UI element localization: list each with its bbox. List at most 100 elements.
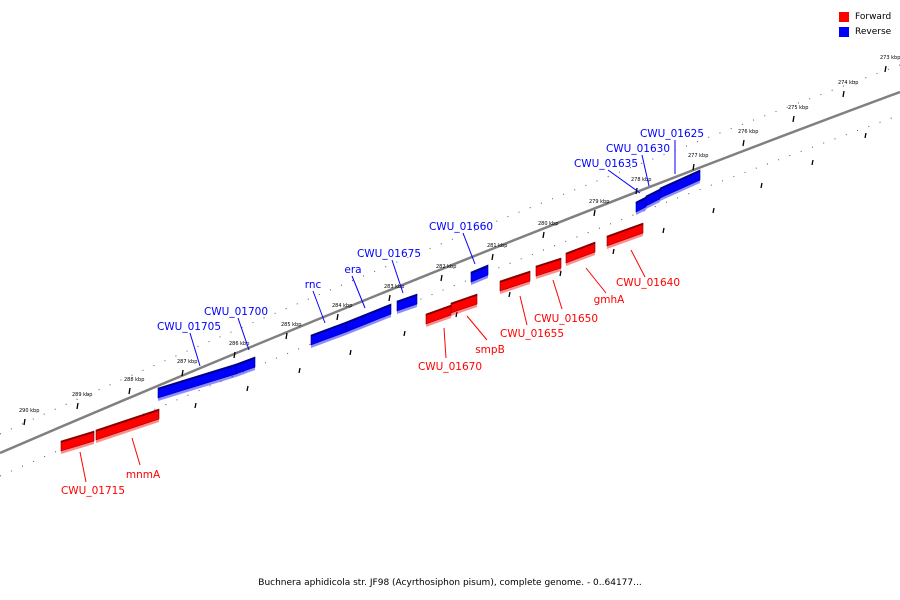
gene-smpb[interactable]	[450, 293, 478, 316]
scale-tick	[864, 132, 867, 139]
gene-label-leader	[641, 154, 650, 187]
gene-label: CWU_01705	[157, 321, 221, 333]
scale-tick	[336, 313, 339, 321]
gene-gmha[interactable]	[565, 241, 596, 266]
gene-label-leader	[443, 327, 447, 359]
gene-label-leader	[391, 259, 404, 294]
gene-label-leader	[79, 451, 87, 483]
gene-cwu-01635[interactable]	[635, 196, 647, 215]
scale-tick-label: 281 kbp	[487, 243, 507, 249]
scale-tick	[593, 209, 596, 217]
gene-label: CWU_01635	[574, 158, 638, 170]
gene-label-leader	[131, 437, 141, 466]
gene-label: CWU_01650	[534, 313, 598, 325]
scale-tick	[884, 65, 887, 73]
gene-label: CWU_01670	[418, 361, 482, 373]
gene-cwu-01650[interactable]	[535, 257, 562, 279]
scale-tick	[508, 291, 511, 298]
reverse-swatch	[839, 26, 849, 37]
gene-cwu-01660[interactable]	[470, 264, 489, 285]
scale-tick-label: 280 kbp	[538, 221, 558, 227]
scale-tick	[842, 90, 845, 98]
scale-tick-label: 285 kbp	[281, 322, 301, 328]
forward-swatch	[839, 11, 849, 22]
scale-tick	[233, 351, 236, 359]
gene-cwu-01700[interactable]	[235, 356, 256, 377]
legend-reverse-label: Reverse	[855, 26, 892, 37]
gene-label: CWU_01660	[429, 221, 493, 233]
gene-label: CWU_01715	[61, 485, 125, 497]
scale-tick-label: 276 kbp	[738, 129, 758, 135]
scale-tick-label: 286 kbp	[229, 341, 249, 347]
gene-label: CWU_01675	[357, 248, 421, 260]
scale-tick	[440, 274, 443, 282]
gene-label: smpB	[475, 344, 505, 356]
scale-tick	[298, 367, 301, 374]
scale-tick	[285, 332, 288, 340]
scale-tick	[662, 227, 665, 234]
gene-label-leader	[462, 232, 476, 265]
gene-cwu-01630[interactable]	[645, 188, 661, 209]
legend-reverse: Reverse	[839, 24, 891, 39]
scale-tick	[760, 182, 763, 189]
scale-tick-label: 282 kbp	[436, 264, 456, 270]
gene-label: CWU_01655	[500, 328, 564, 340]
gene-label-leader	[237, 317, 250, 351]
scale-tick	[246, 385, 249, 392]
gene-label-leader	[312, 290, 326, 324]
gene-rnc[interactable]	[310, 321, 347, 348]
scale-tick-label: 274 kbp	[838, 80, 858, 86]
scale-tick-label: 283 kbp	[384, 284, 404, 290]
scale-tick	[388, 294, 391, 302]
backbone-line	[0, 90, 900, 455]
scale-tick	[612, 248, 615, 255]
gene-label: era	[344, 264, 361, 276]
gene-label: rnc	[305, 279, 322, 291]
scale-tick	[455, 311, 458, 318]
scale-tick-label: 287 kbp	[177, 359, 197, 365]
scale-tick	[491, 253, 494, 261]
gene-cwu-01715[interactable]	[60, 430, 95, 454]
gene-label-leader	[607, 169, 641, 194]
scale-tick	[712, 207, 715, 214]
gene-label-leader	[585, 267, 607, 294]
gene-label: gmhA	[594, 294, 626, 306]
scale-tick-label: 278 kbp	[631, 177, 651, 183]
gene-mnma[interactable]	[95, 408, 160, 443]
gene-label-leader	[351, 275, 366, 309]
gene-label-leader	[552, 279, 563, 310]
gene-label: CWU_01625	[640, 128, 704, 140]
scale-tick	[181, 369, 184, 377]
gene-cwu-01655[interactable]	[499, 270, 531, 294]
scale-tick	[692, 163, 695, 171]
scale-tick	[742, 139, 745, 147]
gene-label-leader	[466, 315, 488, 341]
gene-cwu-01640[interactable]	[606, 222, 644, 249]
scale-tick-label: 273 kbp	[880, 55, 900, 61]
gene-cwu-01705[interactable]	[157, 363, 237, 401]
legend-forward: Forward	[839, 9, 891, 24]
gene-label-leader	[189, 332, 201, 367]
scale-tick-label: 277 kbp	[688, 153, 708, 159]
gene-label: CWU_01640	[616, 277, 680, 289]
gene-label-leader	[519, 295, 528, 326]
scale-tick-label: 288 kbp	[124, 377, 144, 383]
legend: Forward Reverse	[839, 9, 891, 39]
scale-tick	[128, 387, 131, 395]
scale-tick	[542, 231, 545, 239]
gene-label: CWU_01630	[606, 143, 670, 155]
scale-tick-label: 279 kbp	[589, 199, 609, 205]
scale-tick-label: 284 kbp	[332, 303, 352, 309]
scale-tick	[194, 402, 197, 409]
gene-era[interactable]	[345, 303, 392, 335]
scale-tick	[811, 159, 814, 166]
gene-label-leader	[630, 249, 646, 278]
scale-tick	[403, 330, 406, 337]
gene-cwu-01670[interactable]	[425, 304, 452, 327]
gene-cwu-01675[interactable]	[396, 293, 418, 314]
scale-tick	[23, 418, 26, 426]
scale-tick-label: 275 kbp	[788, 105, 808, 111]
legend-forward-label: Forward	[855, 11, 892, 22]
genome-caption: Buchnera aphidicola str. JF98 (Acyrthosi…	[258, 578, 642, 588]
